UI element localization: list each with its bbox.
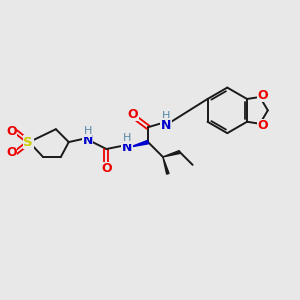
Text: O: O <box>101 162 112 175</box>
Polygon shape <box>163 151 180 157</box>
Text: O: O <box>6 146 16 160</box>
Text: O: O <box>258 119 268 132</box>
Text: O: O <box>128 108 139 121</box>
Text: O: O <box>6 125 16 138</box>
Text: S: S <box>23 136 33 148</box>
Text: N: N <box>82 134 93 147</box>
Polygon shape <box>130 140 148 147</box>
Text: H: H <box>83 126 92 136</box>
Text: N: N <box>161 119 171 132</box>
Text: O: O <box>258 88 268 101</box>
Polygon shape <box>163 157 169 174</box>
Text: H: H <box>162 111 170 121</box>
Text: N: N <box>122 140 132 154</box>
Text: H: H <box>123 133 131 143</box>
